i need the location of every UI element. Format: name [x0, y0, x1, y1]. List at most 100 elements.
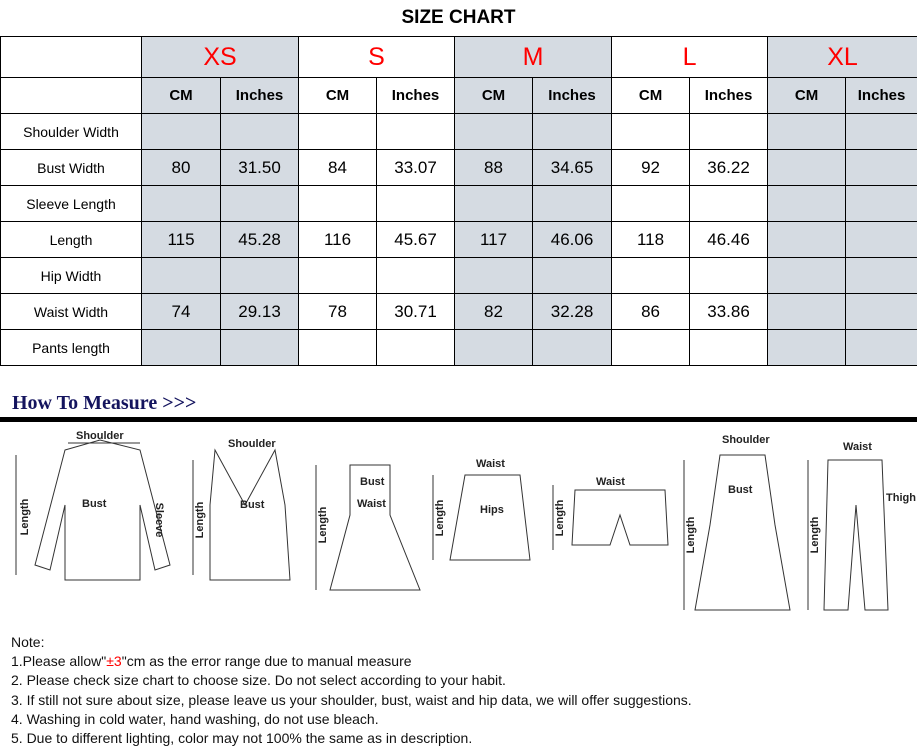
- value-cell: [376, 185, 456, 222]
- svg-text:Length: Length: [194, 501, 206, 538]
- value-cell: 36.22: [689, 149, 769, 186]
- value-cell: 74: [141, 293, 221, 330]
- row-label: Bust Width: [0, 149, 142, 186]
- row-label: Hip Width: [0, 257, 142, 294]
- unit-header: Inches: [376, 77, 456, 114]
- value-cell: [141, 329, 221, 366]
- svg-text:Bust: Bust: [728, 484, 753, 496]
- pants-illustration: Waist Thigh Length: [807, 441, 916, 611]
- how-to-measure-heading: How To Measure >>>: [12, 392, 197, 414]
- value-cell: [141, 185, 221, 222]
- unit-corner: [0, 77, 142, 114]
- note-3: 3. If still not sure about size, please …: [11, 691, 692, 708]
- svg-text:Shoulder: Shoulder: [722, 434, 770, 446]
- unit-header: Inches: [219, 77, 300, 114]
- value-cell: 33.07: [376, 149, 456, 186]
- value-cell: [611, 329, 691, 366]
- value-cell: [767, 149, 847, 186]
- value-cell: 33.86: [689, 293, 769, 330]
- value-cell: 31.50: [219, 149, 300, 186]
- value-cell: [689, 329, 769, 366]
- svg-text:Waist: Waist: [843, 441, 872, 453]
- value-cell: [845, 149, 917, 186]
- value-cell: 80: [141, 149, 221, 186]
- note-5: 5. Due to different lighting, color may …: [11, 730, 473, 747]
- table-row: Waist Width 74 29.13 78 30.71 82 32.28 86 33.86: [0, 293, 917, 330]
- divider: [0, 417, 917, 422]
- value-cell: [532, 257, 613, 294]
- value-cell: [689, 257, 769, 294]
- table-row: Pants length: [0, 329, 917, 366]
- value-cell: [141, 113, 221, 150]
- table-row: Hip Width: [0, 257, 917, 294]
- value-cell: 78: [298, 293, 378, 330]
- table-row: Sleeve Length: [0, 185, 917, 222]
- skirt-illustration: Waist Hips Length: [432, 458, 531, 561]
- value-cell: [532, 329, 613, 366]
- value-cell: [532, 113, 613, 150]
- row-label: Pants length: [0, 329, 142, 366]
- value-cell: [689, 113, 769, 150]
- value-cell: 117: [454, 221, 534, 258]
- row-label: Waist Width: [0, 293, 142, 330]
- table-row: Bust Width 80 31.50 84 33.07 88 34.65 92 36.22: [0, 149, 917, 186]
- value-cell: 34.65: [532, 149, 613, 186]
- value-cell: 116: [298, 221, 378, 258]
- value-cell: [767, 257, 847, 294]
- size-header-xs: XS: [140, 36, 300, 78]
- bust-label: Bust: [82, 498, 107, 510]
- unit-header: CM: [454, 77, 534, 114]
- value-cell: [532, 185, 613, 222]
- notes-heading: Note:: [11, 634, 45, 650]
- table-row: Shoulder Width: [0, 113, 917, 150]
- note-4: 4. Washing in cold water, hand washing, …: [11, 710, 379, 727]
- vest-illustration: Shoulder Bust Length: [192, 438, 291, 581]
- value-cell: [454, 329, 534, 366]
- value-cell: [689, 185, 769, 222]
- value-cell: 32.28: [532, 293, 613, 330]
- unit-header: Inches: [845, 77, 917, 114]
- value-cell: 86: [611, 293, 691, 330]
- svg-text:Waist: Waist: [476, 458, 505, 470]
- svg-text:Length: Length: [554, 499, 566, 536]
- value-cell: [454, 113, 534, 150]
- value-cell: [298, 185, 378, 222]
- unit-header: Inches: [532, 77, 613, 114]
- svg-text:Hips: Hips: [480, 504, 504, 516]
- svg-text:Thigh: Thigh: [886, 492, 916, 504]
- svg-text:Length: Length: [685, 516, 697, 553]
- value-cell: 92: [611, 149, 691, 186]
- svg-text:Bust: Bust: [240, 499, 265, 511]
- unit-header: Inches: [689, 77, 769, 114]
- value-cell: [298, 113, 378, 150]
- value-cell: [454, 185, 534, 222]
- corner-cell: [0, 36, 142, 78]
- value-cell: 46.06: [532, 221, 613, 258]
- value-cell: [298, 329, 378, 366]
- value-cell: [767, 185, 847, 222]
- unit-header: CM: [767, 77, 847, 114]
- value-cell: [767, 113, 847, 150]
- blouse-illustration: Shoulder Bust Sleeve Length: [15, 430, 171, 581]
- size-header-m: M: [454, 36, 613, 78]
- value-cell: 46.46: [689, 221, 769, 258]
- svg-text:Waist: Waist: [596, 476, 625, 488]
- value-cell: [845, 185, 917, 222]
- value-cell: [219, 185, 300, 222]
- value-cell: [767, 293, 847, 330]
- measurement-illustrations: Shoulder Bust Sleeve Length Shoulder Bus…: [15, 430, 916, 611]
- size-header-l: L: [611, 36, 769, 78]
- value-cell: [376, 257, 456, 294]
- length-label: Length: [19, 498, 31, 535]
- shorts-illustration: Waist Length: [552, 476, 669, 550]
- value-cell: [845, 221, 917, 258]
- unit-header: CM: [298, 77, 378, 114]
- dress-illustration: Bust Waist Length: [315, 464, 421, 591]
- value-cell: 45.28: [219, 221, 300, 258]
- value-cell: [611, 257, 691, 294]
- value-cell: [376, 113, 456, 150]
- sleeve-label: Sleeve: [153, 503, 165, 538]
- svg-text:Length: Length: [434, 499, 446, 536]
- svg-text:Shoulder: Shoulder: [228, 438, 276, 450]
- value-cell: [845, 113, 917, 150]
